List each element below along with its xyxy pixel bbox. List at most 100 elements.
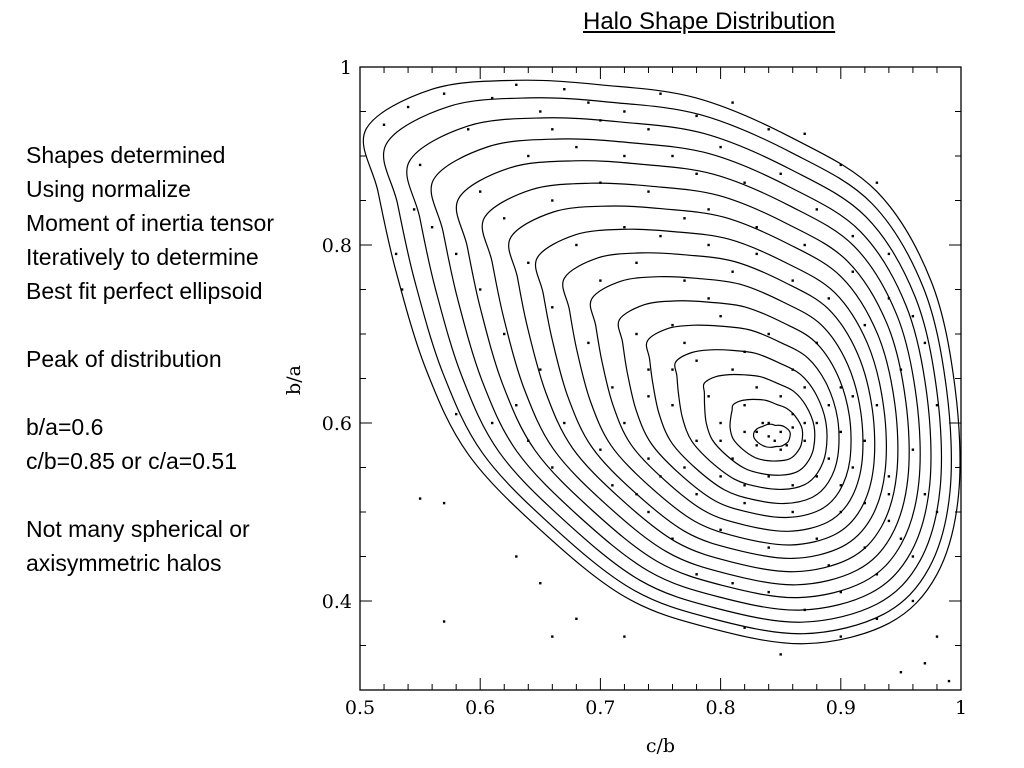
data-point (791, 279, 794, 282)
data-point (755, 226, 758, 229)
data-point (767, 590, 770, 594)
note-line: Best fit perfect ellipsoid (26, 278, 263, 304)
data-point (659, 234, 662, 238)
data-point (803, 243, 806, 247)
data-point (731, 270, 734, 273)
density-contour (406, 117, 943, 623)
x-tick-label: 1 (955, 697, 967, 719)
data-point (731, 582, 734, 585)
density-contour (508, 205, 899, 573)
data-point (647, 457, 650, 460)
data-point (803, 421, 806, 425)
data-point (539, 110, 542, 113)
density-contour (430, 138, 932, 611)
plot-frame (359, 66, 962, 691)
data-point (707, 395, 710, 398)
data-point (815, 341, 818, 345)
data-point (695, 439, 698, 442)
data-point (707, 243, 710, 247)
data-point (791, 484, 794, 487)
data-point (683, 341, 686, 345)
data-point (635, 261, 638, 264)
x-tick-label: 0.7 (585, 697, 615, 719)
data-point (767, 421, 770, 425)
data-point (599, 448, 602, 451)
x-tick-label: 0.5 (345, 697, 375, 719)
data-point (743, 626, 746, 629)
data-point (875, 404, 879, 407)
data-point (923, 493, 927, 496)
data-point (400, 288, 404, 291)
density-contour (589, 276, 864, 532)
data-point (551, 466, 554, 469)
data-point (406, 105, 410, 109)
data-point (599, 119, 602, 122)
data-point (467, 128, 470, 131)
data-point (863, 546, 866, 549)
data-point (791, 368, 794, 371)
data-point (923, 341, 927, 345)
data-point (647, 128, 650, 131)
note-line: Iteratively to determine (26, 244, 259, 270)
data-point (923, 662, 927, 665)
data-point (761, 421, 764, 425)
slide-title: Halo Shape Distribution (583, 8, 836, 35)
x-tick-label: 0.8 (705, 697, 735, 719)
data-point (479, 288, 482, 291)
data-point (767, 332, 770, 336)
data-point (827, 297, 830, 300)
data-point (803, 439, 806, 442)
data-point (731, 368, 734, 371)
data-point (773, 439, 776, 442)
density-contour (645, 324, 840, 505)
data-point (839, 163, 842, 167)
data-point (551, 199, 554, 202)
data-point (671, 404, 674, 407)
data-point (623, 421, 626, 425)
note-line: b/a=0.6 (26, 414, 104, 440)
data-point (394, 252, 398, 256)
note-line: Shapes determined (26, 142, 226, 168)
density-contour (481, 182, 910, 586)
data-point (418, 497, 422, 500)
y-axis-label: b/a (283, 365, 305, 395)
data-point (695, 172, 698, 175)
data-point (599, 181, 602, 184)
data-point (851, 466, 854, 469)
data-point (503, 332, 506, 336)
data-point (647, 510, 650, 514)
data-point (551, 306, 554, 309)
data-point (611, 484, 614, 487)
data-point (791, 412, 794, 416)
data-point (743, 404, 746, 407)
data-point (707, 297, 710, 300)
density-contour (674, 349, 828, 491)
x-tick-label: 0.6 (465, 697, 495, 719)
data-point (911, 448, 915, 451)
data-point (623, 110, 626, 113)
data-point (563, 88, 566, 91)
data-point (575, 145, 578, 149)
data-point (875, 573, 879, 576)
density-contour (534, 228, 887, 560)
data-point (671, 368, 674, 371)
data-point (442, 620, 446, 623)
data-point (587, 101, 590, 104)
density-contour (702, 373, 816, 476)
data-point (539, 368, 542, 371)
data-point (479, 190, 482, 193)
data-point (827, 564, 830, 567)
data-point (767, 475, 770, 478)
data-point (947, 679, 951, 683)
data-point (671, 154, 674, 158)
data-point (935, 510, 939, 514)
data-point (575, 243, 578, 247)
data-point (899, 537, 903, 540)
data-point (755, 386, 758, 389)
data-point (863, 501, 866, 505)
data-point (851, 234, 854, 238)
data-point (863, 439, 866, 442)
data-point (683, 217, 686, 220)
data-point (731, 457, 734, 460)
data-point (671, 323, 674, 327)
